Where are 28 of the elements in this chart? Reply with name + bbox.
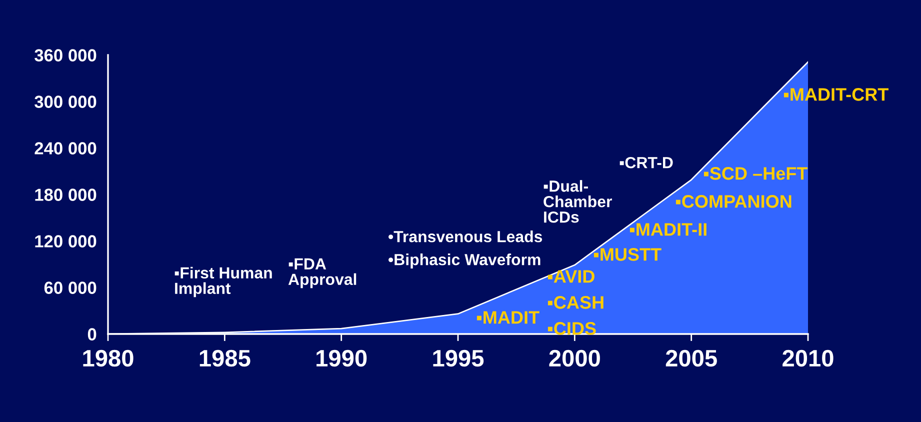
annotation: ▪CIDS [548,322,596,335]
y-tick-label: 0 [88,328,96,340]
y-tick-label: 120 000 [35,235,96,248]
x-tick-label: 1995 [433,350,484,367]
y-tick-label: 180 000 [35,188,96,201]
x-tick-label: 1985 [200,350,250,367]
x-tick-label: 1980 [83,350,134,367]
x-tick-label: 2010 [782,350,834,367]
x-tick-label: 2000 [549,350,600,367]
x-tick-label: 2005 [666,350,717,367]
annotation: ▪AVID [548,270,594,283]
annotation: ▪MADIT [476,311,540,324]
annotation: ▪CASH [548,296,604,309]
y-tick-label: 240 000 [34,142,96,154]
annotation: •Biphasic Waveform [388,254,540,268]
annotation: ▪MUSTT [594,248,662,261]
annotation: ▪COMPANION [676,195,792,208]
annotation: •Transvenous Leads [388,230,542,242]
annotation: ▪Dual- Chamber ICDs [544,180,612,223]
annotation: ▪MADIT-II [630,223,706,236]
annotation: ▪SCD –HeFT [704,167,808,180]
y-tick-label: 60 000 [44,282,96,294]
annotation: ▪First Human Implant [174,266,272,298]
x-tick-label: 1990 [316,350,367,367]
annotation: ▪FDA Approval [288,258,356,288]
y-tick-label: 360 000 [34,49,96,62]
y-tick-label: 300 000 [34,96,96,108]
annotation: ▪CRT-D [620,156,673,168]
